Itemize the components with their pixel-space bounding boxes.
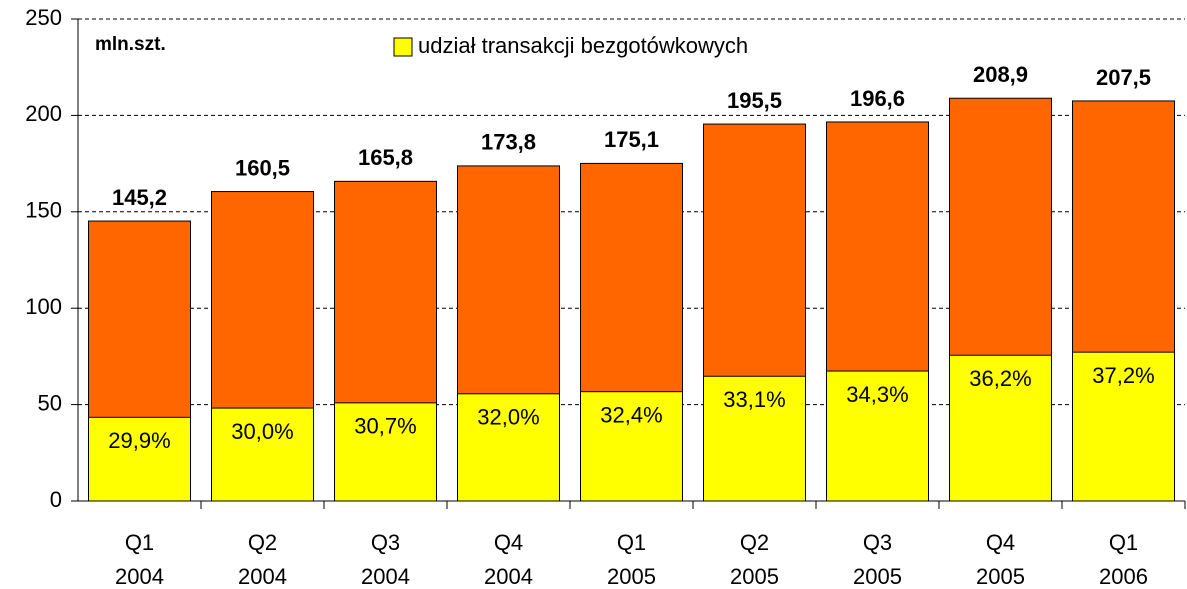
total-label: 173,8 [481, 130, 536, 155]
y-tick-label: 100 [25, 294, 62, 319]
bar-cashless [580, 391, 683, 502]
x-tick-label: Q1 [1109, 530, 1138, 555]
x-tick-label: 2005 [730, 564, 779, 589]
bar-cashless [334, 402, 437, 502]
x-tick-label: Q4 [494, 530, 523, 555]
share-label: 34,3% [846, 382, 908, 407]
total-label: 196,6 [850, 86, 905, 111]
x-tick-label: Q3 [371, 530, 400, 555]
bar-cashless [1072, 351, 1175, 502]
bar-cashless [88, 416, 191, 502]
share-label: 30,7% [354, 414, 416, 439]
x-tick-label: Q2 [740, 530, 769, 555]
total-label: 195,5 [727, 88, 782, 113]
share-label: 37,2% [1092, 363, 1154, 388]
x-tick-label: 2004 [484, 564, 533, 589]
share-label: 36,2% [969, 366, 1031, 391]
y-tick-label: 250 [25, 5, 62, 30]
total-label: 175,1 [604, 127, 659, 152]
x-tick-label: Q1 [125, 530, 154, 555]
x-tick-label: 2005 [607, 564, 656, 589]
total-label: 165,8 [358, 145, 413, 170]
y-tick-label: 50 [38, 390, 62, 415]
total-label: 207,5 [1096, 65, 1151, 90]
legend-swatch [393, 37, 413, 57]
unit-label: mln.szt. [95, 34, 166, 55]
share-label: 30,0% [231, 419, 293, 444]
share-label: 32,0% [477, 405, 539, 430]
x-tick-label: Q2 [248, 530, 277, 555]
share-label: 32,4% [600, 402, 662, 427]
y-tick-label: 0 [50, 487, 62, 512]
y-tick-label: 150 [25, 198, 62, 223]
x-tick-label: 2004 [115, 564, 164, 589]
bar-cashless [703, 375, 806, 502]
bar-cashless [211, 407, 314, 502]
share-label: 29,9% [108, 428, 170, 453]
y-tick-label: 200 [25, 101, 62, 126]
x-tick-label: 2004 [361, 564, 410, 589]
x-tick-label: 2005 [976, 564, 1025, 589]
x-tick-label: Q1 [617, 530, 646, 555]
x-tick-label: 2004 [238, 564, 287, 589]
x-tick-label: Q4 [986, 530, 1015, 555]
total-label: 160,5 [235, 155, 290, 180]
total-label: 145,2 [112, 185, 167, 210]
bar-cashless [826, 370, 929, 502]
total-label: 208,9 [973, 62, 1028, 87]
x-tick-label: 2005 [853, 564, 902, 589]
x-tick-label: Q3 [863, 530, 892, 555]
x-tick-label: 2006 [1099, 564, 1148, 589]
legend-label: udział transakcji bezgotówkowych [418, 33, 748, 58]
share-label: 33,1% [723, 387, 785, 412]
bar-cashless [949, 354, 1052, 502]
